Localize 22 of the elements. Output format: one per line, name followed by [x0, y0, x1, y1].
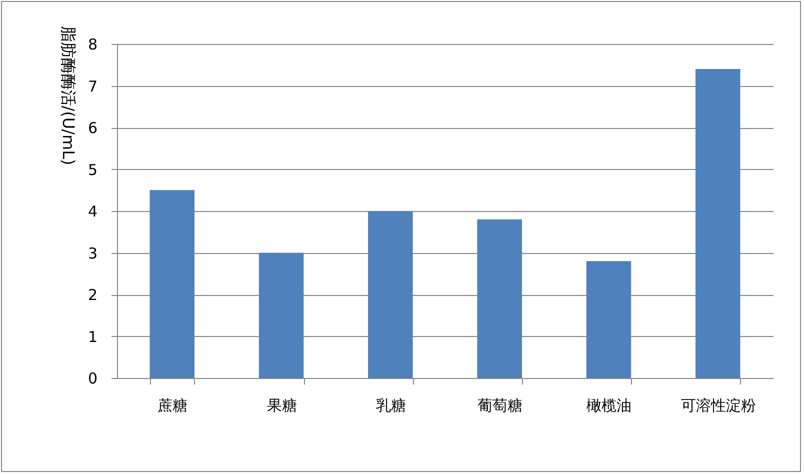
y-tick-label: 8 [88, 36, 98, 54]
bar [150, 190, 194, 378]
bar [586, 261, 632, 378]
x-tick-label: 蔗糖 [158, 396, 188, 414]
x-tick-label: 乳糖 [376, 396, 406, 414]
x-tick-label: 果糖 [266, 396, 297, 414]
y-tick-label: 1 [88, 328, 98, 346]
y-tick-label: 6 [88, 119, 98, 137]
y-tick-label: 0 [88, 370, 98, 388]
bar [696, 69, 740, 378]
bar [477, 219, 522, 378]
bar [368, 211, 413, 378]
x-tick-label: 橄榄油 [586, 396, 632, 414]
y-tick-label: 3 [88, 244, 98, 262]
y-tick-label: 2 [88, 286, 98, 304]
bar [258, 252, 304, 378]
x-tick-label: 可溶性淀粉 [680, 396, 756, 414]
y-tick-label: 4 [88, 202, 98, 220]
y-tick-label: 7 [88, 77, 98, 96]
x-tick-label: 葡萄糖 [478, 396, 523, 414]
y-axis-title: 脂肪酶酶活/(U/mL) [58, 26, 78, 166]
y-tick-label: 5 [88, 160, 98, 179]
